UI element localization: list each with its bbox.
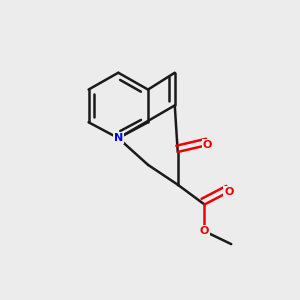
Text: O: O [203, 140, 212, 150]
Text: O: O [200, 226, 209, 236]
Text: O: O [225, 187, 234, 196]
Text: N: N [114, 133, 123, 143]
